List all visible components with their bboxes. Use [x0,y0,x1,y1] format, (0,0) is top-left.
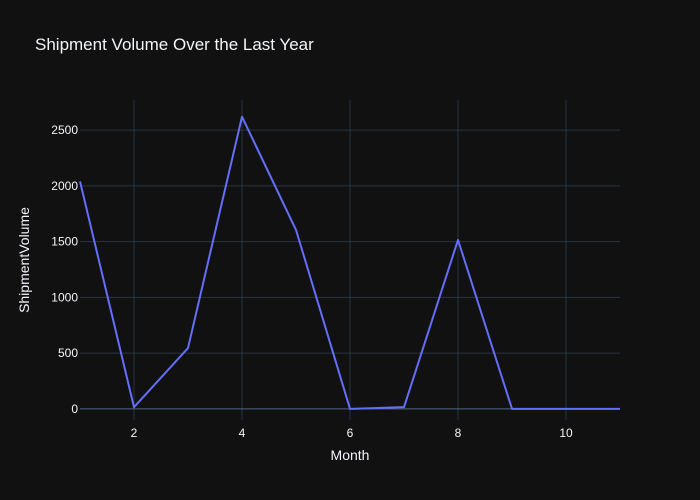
y-tick-labels: 0 500 1000 1500 2000 2500 [51,123,78,416]
y-tick-label: 1000 [51,290,78,304]
y-axis-title: ShipmentVolume [16,207,32,313]
y-tick-label: 500 [58,346,78,360]
grid-lines [80,100,620,420]
x-tick-label: 10 [559,426,573,440]
chart-title: Shipment Volume Over the Last Year [35,35,314,54]
series-line [79,115,620,410]
y-tick-label: 1500 [51,235,78,249]
y-tick-label: 0 [71,402,78,416]
series-layer [79,115,620,410]
x-tick-label: 8 [455,426,462,440]
x-tick-label: 4 [239,426,246,440]
x-tick-label: 6 [347,426,354,440]
y-tick-label: 2000 [51,179,78,193]
y-tick-label: 2500 [51,123,78,137]
x-tick-labels: 2 4 6 8 10 [131,426,573,440]
x-axis-title: Month [331,447,370,463]
x-tick-label: 2 [131,426,138,440]
